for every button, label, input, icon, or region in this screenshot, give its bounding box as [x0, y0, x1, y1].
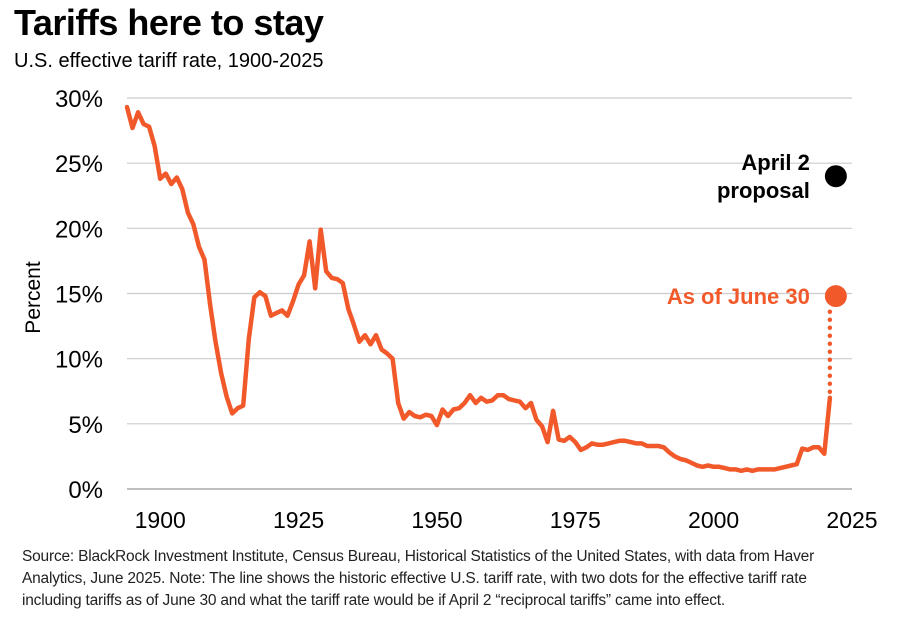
y-tick-label: 15% — [55, 282, 103, 309]
y-tick-label: 5% — [68, 412, 103, 439]
y-tick-label: 20% — [55, 216, 103, 243]
y-tick-label: 25% — [55, 151, 103, 178]
data-point-dot — [824, 165, 847, 188]
source-line: Analytics, June 2025. Note: The line sho… — [22, 570, 807, 587]
source-note: Source: BlackRock Investment Institute, … — [22, 546, 906, 612]
data-point-dot — [824, 285, 847, 308]
data-point-label: As of June 30 — [667, 284, 810, 309]
chart-title: Tariffs here to stay — [14, 2, 324, 43]
y-axis-label: Percent — [22, 261, 45, 334]
y-tick-label: 30% — [55, 86, 103, 113]
tariff-rate-line — [124, 104, 833, 474]
data-point-label: April 2 — [741, 150, 809, 175]
source-line: including tariffs as of June 30 and what… — [22, 592, 726, 609]
y-tick-label: 0% — [68, 477, 103, 504]
line-chart: 0% 5% 10% 15% 20% 25% 30% 1900 1925 1950 1975 2000 2… — [22, 86, 878, 533]
x-tick-label: 1925 — [273, 507, 324, 533]
x-tick-label: 2025 — [826, 507, 877, 533]
x-tick-label: 1950 — [411, 507, 462, 533]
chart-subtitle: U.S. effective tariff rate, 1900-2025 — [14, 50, 324, 72]
x-tick-label: 1900 — [135, 507, 186, 533]
x-tick-label: 2000 — [688, 507, 739, 533]
y-tick-label: 10% — [55, 347, 103, 374]
data-point-label: proposal — [717, 178, 810, 203]
x-tick-label: 1975 — [550, 507, 601, 533]
source-line: Source: BlackRock Investment Institute, … — [22, 548, 815, 565]
